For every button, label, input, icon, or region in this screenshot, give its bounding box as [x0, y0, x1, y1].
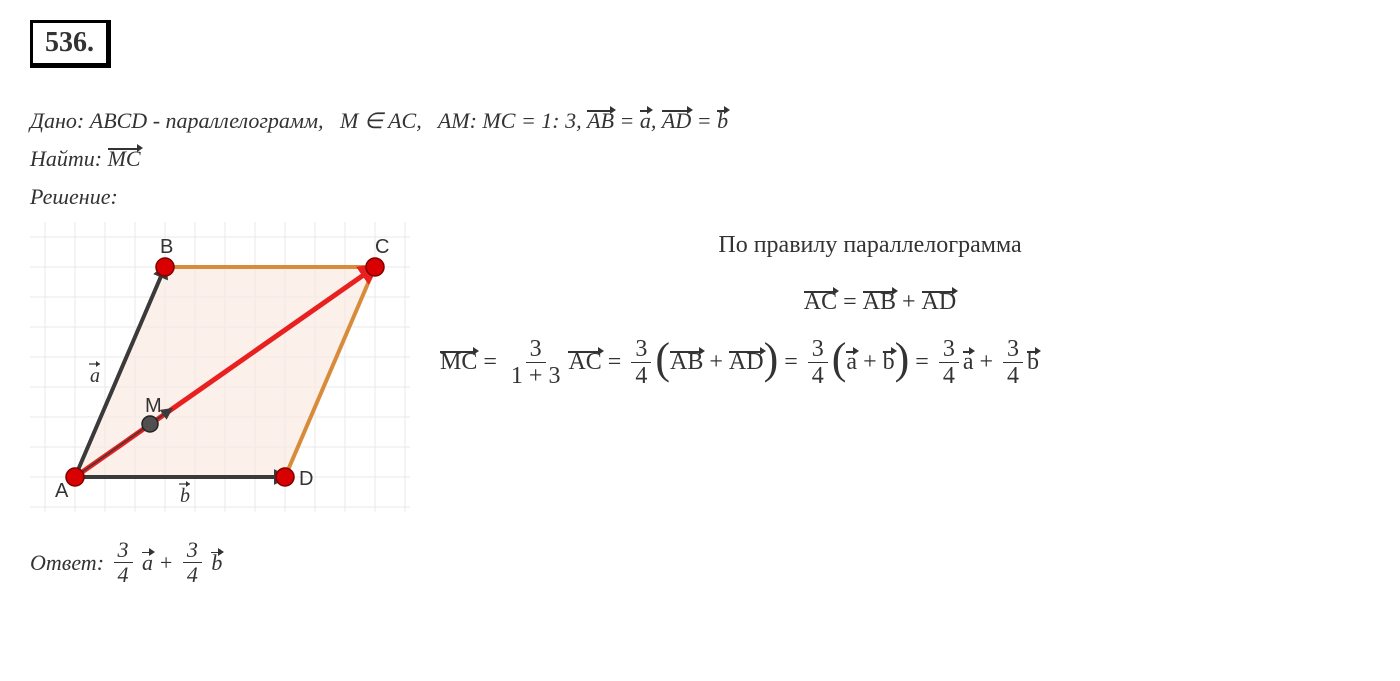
diagram-column: A B C D Ma b: [30, 222, 410, 518]
frac-3-4-d: 3 4: [1003, 336, 1023, 390]
ans-vec-a: a: [142, 550, 153, 576]
frac-3-over-1p3: 3 1 + 3: [507, 336, 565, 390]
vec-b-final: b: [1027, 349, 1039, 376]
given-line: Дано: ABCD - параллелограмм, M ∈ AC, AM:…: [30, 108, 1370, 134]
find-label: Найти:: [30, 146, 102, 171]
svg-text:b: b: [180, 485, 190, 507]
vec-mc-find: MC: [108, 146, 141, 172]
ratio-lhs: AM: MC: [438, 108, 516, 133]
ans-frac-2: 3 4: [183, 538, 202, 587]
svg-text:A: A: [55, 480, 69, 502]
vec-mc-eq2: MC: [440, 349, 477, 376]
frac-3-4-b: 3 4: [808, 336, 828, 390]
point-on: M ∈ AC: [340, 108, 416, 133]
vec-a-final: a: [963, 349, 974, 376]
answer-label: Ответ:: [30, 550, 104, 576]
vec-ac: AC: [804, 289, 837, 316]
content-row: ABCDMab По правилу параллелограмма AC = …: [30, 222, 1370, 518]
ans-frac-1: 3 4: [114, 538, 133, 587]
equation-2: MC = 3 1 + 3 AC = 3 4 ( AB +: [440, 336, 1320, 390]
svg-text:M: M: [145, 395, 162, 417]
vec-b: b: [717, 108, 728, 134]
vec-ab: AB: [587, 108, 614, 134]
shape-type: параллелограмм: [166, 108, 318, 133]
vec-a: a: [640, 108, 651, 134]
vec-ab-eq2: AB: [670, 349, 703, 376]
dash: -: [153, 108, 166, 133]
problem-number: 536.: [30, 20, 111, 68]
svg-text:a: a: [90, 365, 100, 387]
ans-vec-b: b: [211, 550, 222, 576]
parallelogram-rule-text: По правилу параллелограмма: [440, 232, 1300, 259]
solution-label: Решение:: [30, 184, 1370, 210]
answer-line: Ответ: 3 4 a + 3 4 b: [30, 538, 1370, 587]
svg-text:C: C: [375, 236, 389, 258]
shape-name: ABCD: [90, 108, 147, 133]
vec-ad: AD: [662, 108, 691, 134]
vec-ab-eq1: AB: [863, 289, 896, 316]
equation-1: AC = AB + AD: [440, 289, 1320, 316]
find-line: Найти: MC: [30, 146, 1370, 172]
vec-b-eq2: b: [883, 349, 895, 376]
vec-ac-eq2: AC: [568, 349, 601, 376]
solution-column: По правилу параллелограмма AC = AB + AD: [440, 222, 1320, 400]
vec-a-eq2: a: [846, 349, 857, 376]
vec-ad-eq1: AD: [922, 289, 957, 316]
svg-text:B: B: [160, 236, 173, 258]
vec-ad-eq2: AD: [729, 349, 764, 376]
given-label: Дано:: [30, 108, 84, 133]
ratio-rhs: 1: 3: [541, 108, 576, 133]
svg-text:D: D: [299, 468, 313, 490]
frac-3-4-a: 3 4: [631, 336, 651, 390]
parallelogram-diagram: A B C D Ma b: [30, 222, 410, 512]
frac-3-4-c: 3 4: [939, 336, 959, 390]
